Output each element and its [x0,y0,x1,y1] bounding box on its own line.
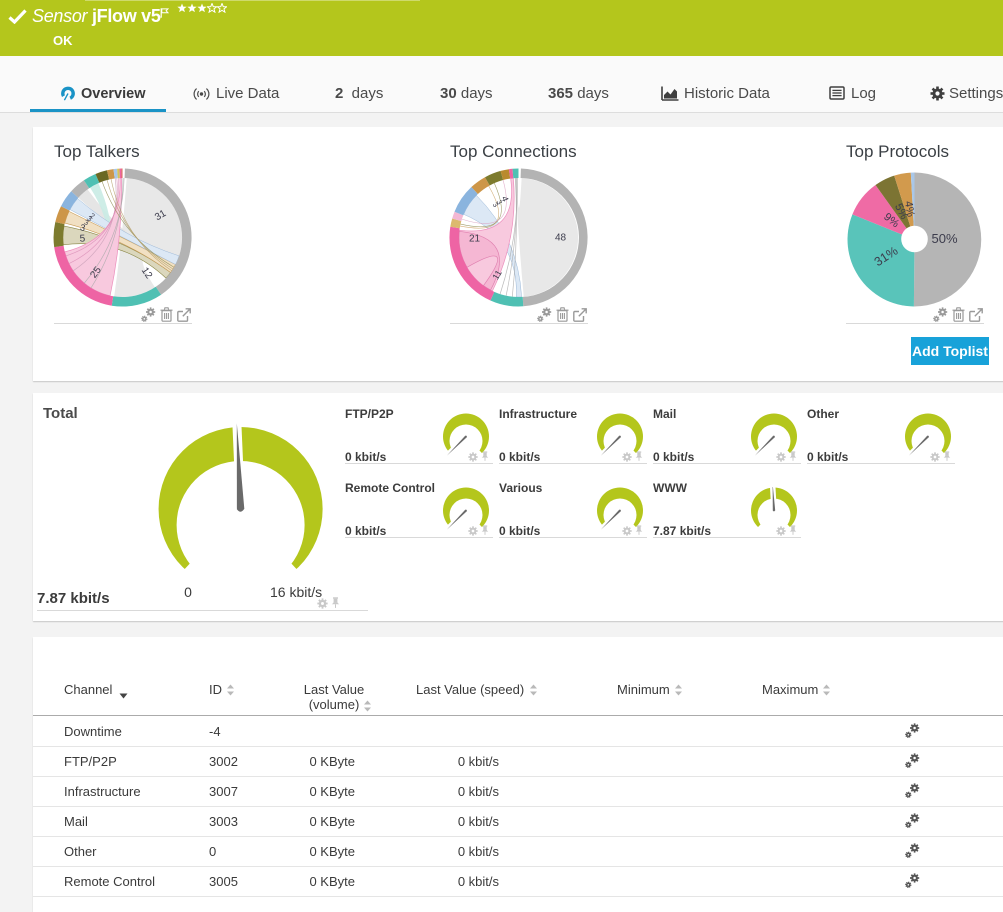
svg-text:21: 21 [469,234,481,245]
svg-text:50%: 50% [931,231,957,246]
svg-text:3: 3 [491,202,499,209]
svg-text:5: 5 [80,233,86,244]
svg-text:48: 48 [555,233,567,244]
